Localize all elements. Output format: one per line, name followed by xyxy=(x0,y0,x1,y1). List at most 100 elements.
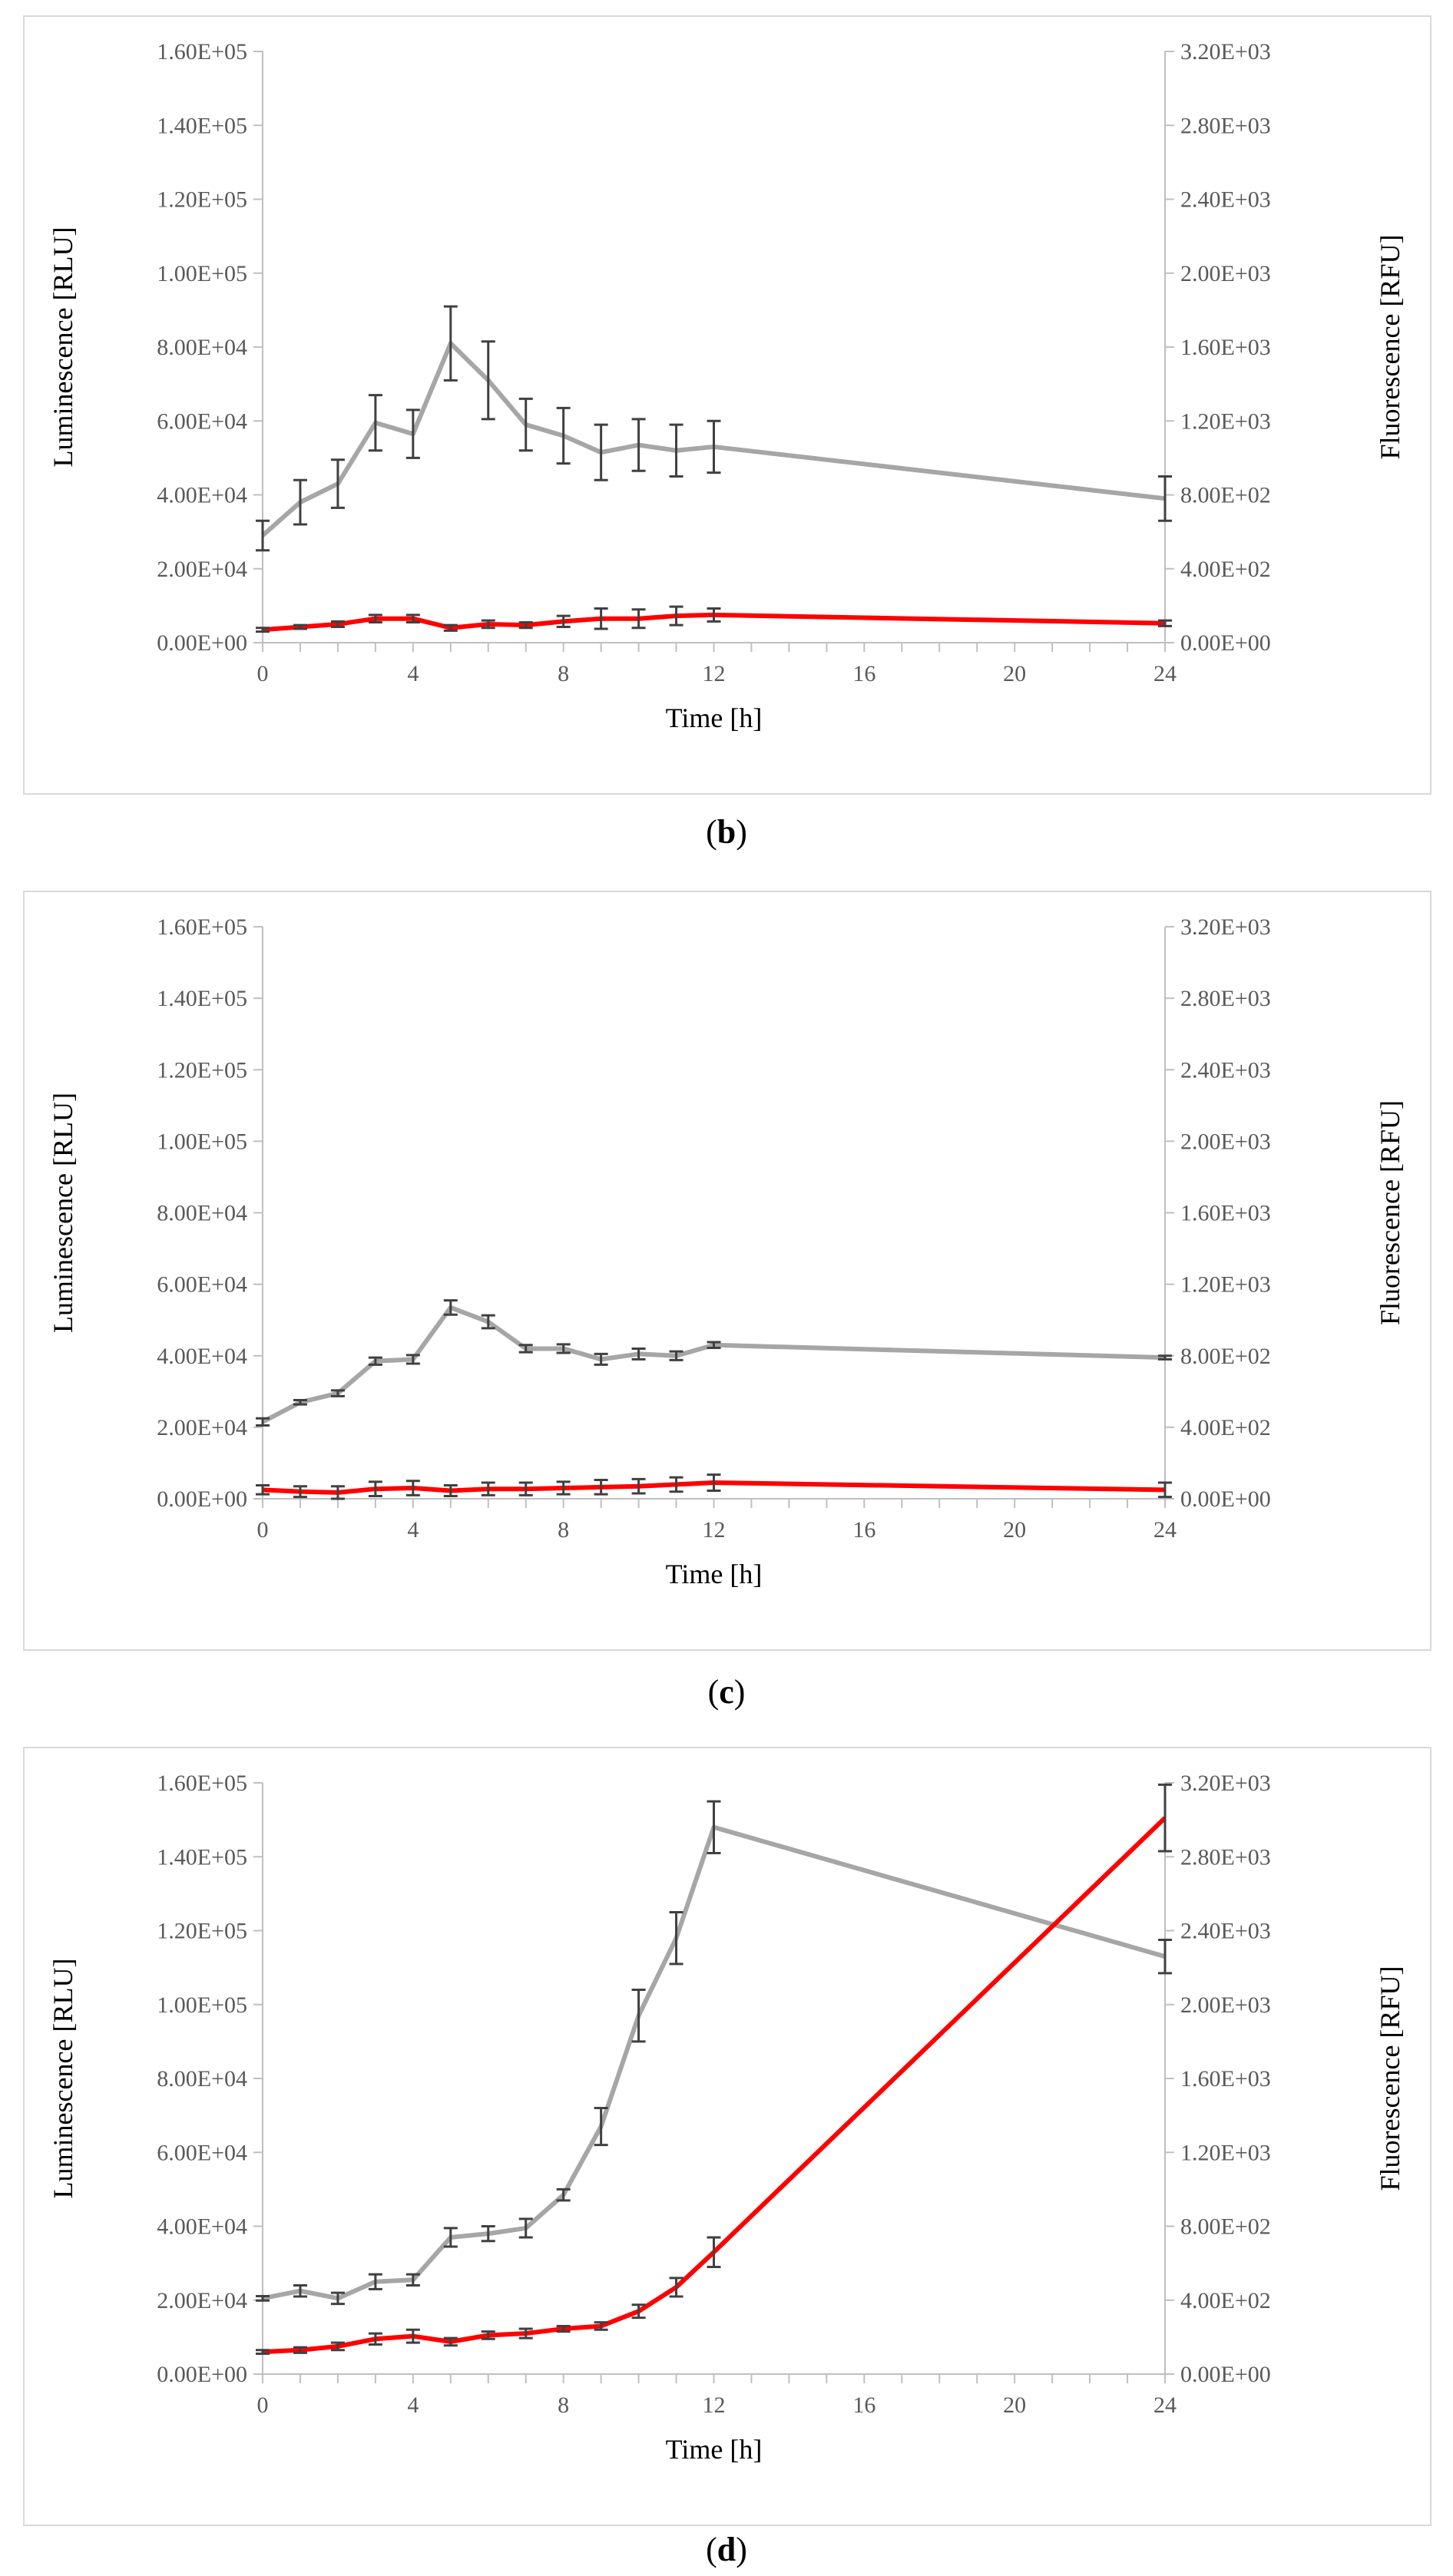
chart-c-y2-axis-title: Fluorescence [RFU] xyxy=(1375,1100,1405,1325)
chart-d-x-tick-label: 24 xyxy=(1153,2392,1177,2418)
chart-b-svg: 0.00E+00 2.00E+04 4.00E+04 6.00E+04 8.00E+04… xyxy=(48,39,1405,733)
chart-d-x-tick-label: 8 xyxy=(558,2392,569,2418)
chart-d-x-tick-label: 16 xyxy=(852,2392,875,2418)
chart-c-y-tick-label: 1.60E+05 xyxy=(157,914,247,940)
chart-b-y-tick-label: 1.40E+05 xyxy=(157,113,247,138)
chart-d-y-tick-label: 0.00E+00 xyxy=(157,2362,247,2387)
chart-c-x-tick-label: 8 xyxy=(558,1517,569,1543)
chart-d-y2-axis-title: Fluorescence [RFU] xyxy=(1375,1966,1405,2191)
chart-d-svg: 0.00E+00 2.00E+04 4.00E+04 6.00E+04 8.00E+04… xyxy=(48,1771,1405,2465)
caption-c: (c) xyxy=(707,1673,746,1711)
chart-b-x-axis-title: Time [h] xyxy=(666,703,763,733)
chart-d-y2-tick-label: 0.00E+00 xyxy=(1180,2362,1271,2387)
chart-c-y2-tick-label: 2.80E+03 xyxy=(1180,986,1271,1011)
chart-c-x-tick-label: 0 xyxy=(257,1517,269,1543)
chart-b-y-tick-label: 4.00E+04 xyxy=(157,483,247,508)
caption-d: (d) xyxy=(706,2531,747,2568)
chart-b-y-tick-label: 1.20E+05 xyxy=(157,187,247,213)
chart-b-y2-tick-label: 2.00E+03 xyxy=(1180,261,1271,286)
chart-c-y-tick-label: 0.00E+00 xyxy=(157,1486,247,1512)
chart-c-fluorescence-line xyxy=(262,1480,1166,1495)
chart-d-y2-tick-label: 2.80E+03 xyxy=(1180,1844,1271,1870)
chart-c-x-tick-label: 4 xyxy=(407,1517,419,1543)
chart-c-y2-tick-label: 2.00E+03 xyxy=(1180,1129,1271,1154)
chart-d-y-tick-label: 6.00E+04 xyxy=(157,2140,247,2165)
chart-d-y2-tick-label: 2.40E+03 xyxy=(1180,1919,1271,1944)
chart-d-y-tick-label: 1.40E+05 xyxy=(157,1844,247,1870)
chart-c-svg: 0.00E+00 2.00E+04 4.00E+04 6.00E+04 8.00E+04… xyxy=(48,914,1405,1589)
chart-b-y-tick-label: 1.60E+05 xyxy=(157,39,247,64)
chart-b-y-axis-title: Luminescence [RLU] xyxy=(48,227,78,468)
chart-d-y-tick-label: 4.00E+04 xyxy=(157,2214,247,2240)
chart-b-x-tick-label: 8 xyxy=(558,661,569,686)
chart-d-y2-tick-label: 2.00E+03 xyxy=(1180,1992,1271,2018)
chart-c-x-tick-label: 24 xyxy=(1153,1517,1177,1543)
chart-d-y-tick-label: 2.00E+04 xyxy=(157,2288,247,2313)
chart-c-y2-tick-label: 0.00E+00 xyxy=(1180,1486,1271,1512)
chart-b-y2-tick-label: 8.00E+02 xyxy=(1180,483,1271,508)
chart-b-y2-axis-title: Fluorescence [RFU] xyxy=(1375,235,1405,460)
chart-d-x-tick-label: 20 xyxy=(1003,2392,1026,2418)
chart-b-y-tick-label: 2.00E+04 xyxy=(157,557,247,582)
chart-c-y2-tick-label: 3.20E+03 xyxy=(1180,914,1271,940)
chart-c-x-axis-title: Time [h] xyxy=(666,1559,763,1589)
chart-b-y-tick-label: 1.00E+05 xyxy=(157,261,247,286)
chart-d-y2-tick-label: 3.20E+03 xyxy=(1180,1771,1271,1796)
chart-d-y-tick-label: 1.60E+05 xyxy=(157,1771,247,1796)
chart-b-x-tick-label: 4 xyxy=(407,661,419,686)
chart-c-x-tick-label: 16 xyxy=(852,1517,875,1543)
chart-d-x-tick-label: 4 xyxy=(407,2392,419,2418)
chart-b-y2-tick-label: 3.20E+03 xyxy=(1180,39,1271,64)
chart-c-y-axis-title: Luminescence [RLU] xyxy=(48,1093,78,1333)
chart-d-x-axis-title: Time [h] xyxy=(666,2434,763,2465)
chart-panel-c: 0.00E+00 2.00E+04 4.00E+04 6.00E+04 8.00E+04… xyxy=(23,891,1431,1651)
chart-c-y2-tick-label: 1.60E+03 xyxy=(1180,1201,1271,1226)
chart-c-y-tick-label: 4.00E+04 xyxy=(157,1344,247,1369)
chart-c-x-tick-label: 20 xyxy=(1003,1517,1026,1543)
chart-c-y2-tick-label: 2.40E+03 xyxy=(1180,1057,1271,1083)
chart-b-y2-tick-label: 0.00E+00 xyxy=(1180,630,1271,656)
chart-c-luminescence-line xyxy=(261,1305,1166,1424)
chart-d-y2-tick-label: 1.20E+03 xyxy=(1180,2140,1271,2165)
chart-b-luminescence-line xyxy=(261,341,1166,537)
chart-b-fluorescence-line xyxy=(262,612,1166,633)
chart-d-y2-tick-label: 1.60E+03 xyxy=(1180,2066,1271,2092)
caption-b: (b) xyxy=(706,813,747,851)
chart-d-x-tick-label: 0 xyxy=(257,2392,269,2418)
chart-d-y-axis-title: Luminescence [RLU] xyxy=(48,1959,78,2199)
chart-b-x-tick-label: 20 xyxy=(1003,661,1026,686)
chart-b-y2-tick-label: 1.60E+03 xyxy=(1180,335,1271,360)
chart-b-x-tick-label: 24 xyxy=(1153,661,1177,686)
caption-c-letter: c xyxy=(719,1673,734,1711)
chart-d-y2-tick-label: 4.00E+02 xyxy=(1180,2288,1271,2313)
chart-b-x-tick-label: 0 xyxy=(257,661,269,686)
caption-b-letter: b xyxy=(717,813,736,851)
chart-b-x-tick-label: 16 xyxy=(852,661,875,686)
chart-b-y-tick-label: 0.00E+00 xyxy=(157,630,247,656)
chart-c-y2-tick-label: 4.00E+02 xyxy=(1180,1415,1271,1440)
chart-d-y-tick-label: 1.00E+05 xyxy=(157,1992,247,2018)
chart-b-y2-tick-label: 1.20E+03 xyxy=(1180,408,1271,434)
chart-c-y2-tick-label: 8.00E+02 xyxy=(1180,1344,1271,1369)
chart-d-fluorescence-line xyxy=(262,1816,1167,2355)
caption-d-letter: d xyxy=(717,2531,736,2568)
chart-b-x-tick-label: 12 xyxy=(703,661,726,686)
chart-b-y-tick-label: 8.00E+04 xyxy=(157,335,247,360)
chart-c-y-tick-label: 8.00E+04 xyxy=(157,1201,247,1226)
chart-c-y-tick-label: 6.00E+04 xyxy=(157,1272,247,1298)
chart-panel-d: 0.00E+00 2.00E+04 4.00E+04 6.00E+04 8.00E+04… xyxy=(23,1747,1431,2526)
chart-b-y-tick-label: 6.00E+04 xyxy=(157,408,247,434)
chart-d-y2-tick-label: 8.00E+02 xyxy=(1180,2214,1271,2240)
chart-b-y2-tick-label: 2.80E+03 xyxy=(1180,113,1271,138)
chart-c-y-tick-label: 1.00E+05 xyxy=(157,1129,247,1154)
chart-c-y-tick-label: 2.00E+04 xyxy=(157,1415,247,1440)
chart-c-y2-tick-label: 1.20E+03 xyxy=(1180,1272,1271,1298)
chart-c-x-tick-label: 12 xyxy=(703,1517,726,1543)
chart-d-luminescence-line xyxy=(262,1824,1166,2301)
chart-b-y2-tick-label: 2.40E+03 xyxy=(1180,187,1271,213)
chart-d-y-tick-label: 1.20E+05 xyxy=(157,1919,247,1944)
chart-d-y-tick-label: 8.00E+04 xyxy=(157,2066,247,2092)
chart-c-y-tick-label: 1.20E+05 xyxy=(157,1057,247,1083)
chart-panel-b: 0.00E+00 2.00E+04 4.00E+04 6.00E+04 8.00E+04… xyxy=(23,15,1431,795)
chart-c-y-tick-label: 1.40E+05 xyxy=(157,986,247,1011)
